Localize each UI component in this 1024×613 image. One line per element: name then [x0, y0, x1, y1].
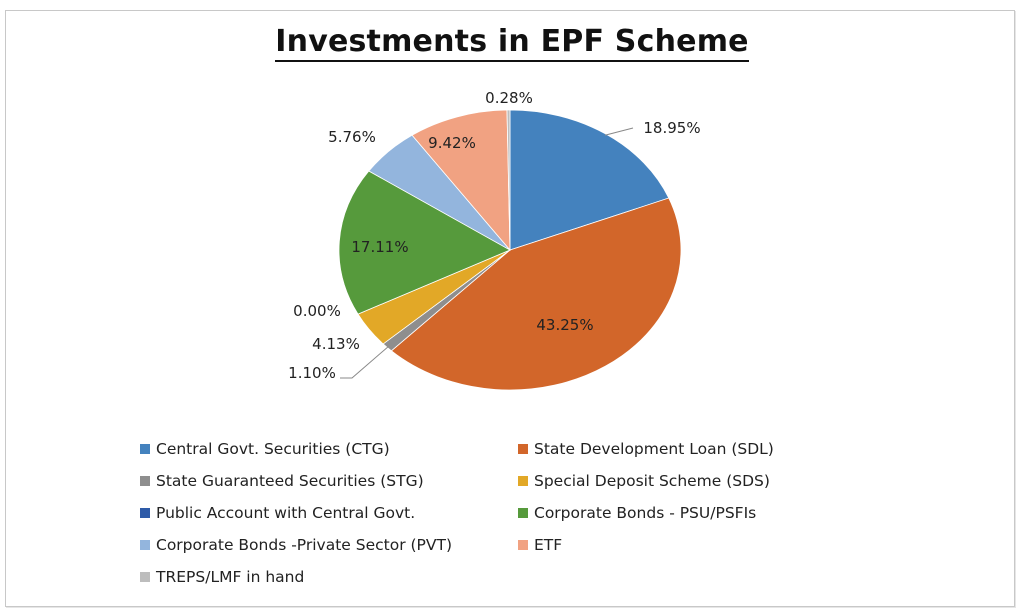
chart-frame [5, 10, 1015, 607]
legend-label: Special Deposit Scheme (SDS) [534, 472, 770, 490]
legend-label: Corporate Bonds -Private Sector (PVT) [156, 536, 453, 554]
legend-label: TREPS/LMF in hand [156, 568, 305, 586]
data-label: 18.95% [643, 119, 700, 137]
legend-item: TREPS/LMF in hand [140, 568, 304, 586]
data-label: 17.11% [351, 238, 408, 256]
data-label: 0.28% [485, 89, 533, 107]
chart-title-text: Investments in EPF Scheme [275, 24, 749, 62]
legend-swatch [140, 476, 150, 486]
legend-swatch [140, 572, 150, 582]
leader-line [604, 127, 634, 136]
chart-title: Investments in EPF Scheme [0, 24, 1024, 62]
data-label: 4.13% [312, 335, 360, 353]
legend-label: ETF [534, 536, 563, 554]
legend-swatch [140, 508, 150, 518]
leader-lines [340, 127, 634, 379]
data-label: 1.10% [288, 364, 336, 382]
legend-swatch [518, 444, 528, 454]
legend-item: State Guaranteed Securities (STG) [140, 472, 424, 490]
data-labels: 18.95% 43.25% 1.10% 4.13% 0.00% 17.11% 5.76% 9.… [288, 89, 700, 382]
leader-line [340, 346, 389, 379]
legend-item: Corporate Bonds -Private Sector (PVT) [140, 536, 452, 554]
pie-slice [509, 109, 670, 251]
legend-label: Public Account with Central Govt. [156, 504, 416, 522]
legend-item: Central Govt. Securities (CTG) [140, 440, 390, 458]
pie-slices [338, 109, 682, 391]
legend-label: State Guaranteed Securities (STG) [156, 472, 424, 490]
legend-swatch [518, 540, 528, 550]
data-label: 5.76% [328, 128, 376, 146]
legend-swatch [518, 508, 528, 518]
pie-slice [390, 197, 682, 391]
legend-swatch [140, 444, 150, 454]
pie-slice [411, 109, 511, 252]
data-label: 0.00% [293, 302, 341, 320]
legend-label: Central Govt. Securities (CTG) [156, 440, 390, 458]
pie-slice [338, 170, 511, 315]
legend-item: Special Deposit Scheme (SDS) [518, 472, 770, 490]
pie-slice [506, 109, 511, 251]
legend-item: ETF [518, 536, 562, 554]
data-label: 9.42% [428, 134, 476, 152]
legend-item: Corporate Bonds - PSU/PSFIs [518, 504, 756, 522]
legend-item: State Development Loan (SDL) [518, 440, 774, 458]
legend-swatch [140, 540, 150, 550]
legend-swatch [518, 476, 528, 486]
legend-label: Corporate Bonds - PSU/PSFIs [534, 504, 757, 522]
data-label: 43.25% [536, 316, 593, 334]
legend-item: Public Account with Central Govt. [140, 504, 415, 522]
legend-label: State Development Loan (SDL) [534, 440, 774, 458]
